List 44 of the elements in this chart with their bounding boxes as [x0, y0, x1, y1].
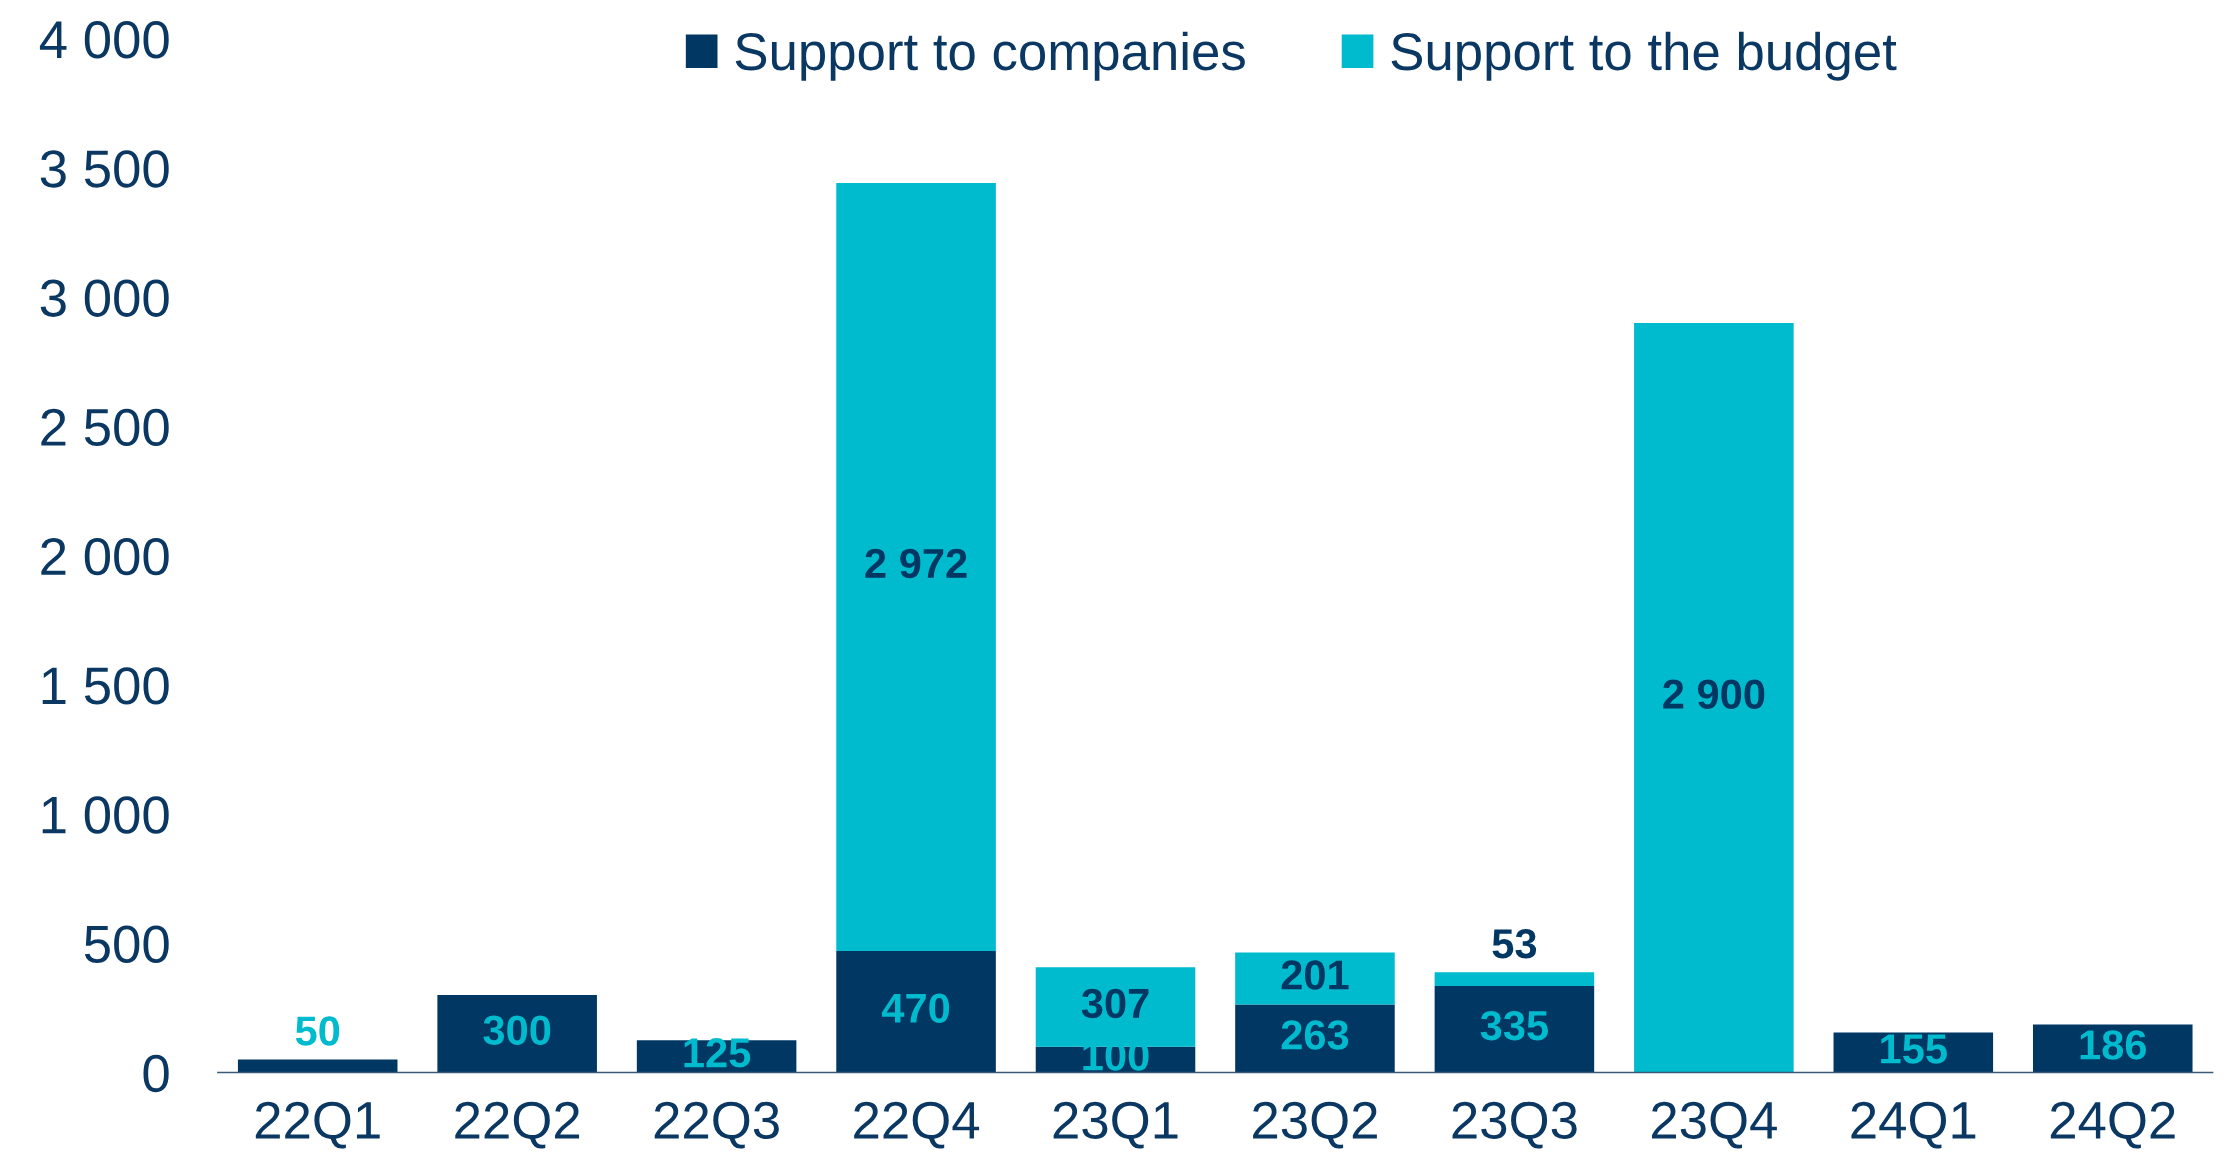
data-label: 201 [1281, 960, 1349, 990]
x-tick-label: 24Q2 [2050, 1101, 2175, 1149]
data-label: 155 [1881, 1034, 1947, 1064]
y-tick-label: 1 500 [42, 667, 169, 705]
y-tick-label: 3 500 [40, 150, 169, 188]
data-label: 470 [881, 993, 950, 1023]
data-label: 186 [2080, 1030, 2147, 1060]
data-label: 335 [1480, 1010, 1549, 1041]
legend-label: Support to the budget [1391, 31, 1897, 81]
bar [437, 994, 597, 1073]
bar [836, 183, 996, 952]
y-tick-label: 1 000 [42, 796, 169, 834]
data-label: 53 [1492, 928, 1537, 959]
y-tick-label: 500 [84, 925, 169, 963]
bar [237, 1059, 398, 1073]
data-label: 307 [1081, 988, 1149, 1019]
data-label: 263 [1281, 1020, 1349, 1050]
bar [1434, 972, 1595, 986]
bar [836, 951, 996, 1073]
bar [1634, 323, 1794, 1073]
x-tick-label: 22Q1 [255, 1101, 380, 1149]
x-tick-label: 22Q2 [455, 1101, 580, 1149]
x-tick-label: 22Q4 [854, 1101, 980, 1149]
bar [1235, 952, 1395, 1005]
bar [1434, 985, 1595, 1073]
x-tick-label: 23Q4 [1651, 1101, 1777, 1149]
data-label: 2 972 [865, 548, 967, 579]
data-label: 50 [295, 1016, 340, 1046]
x-tick-label: 23Q1 [1053, 1101, 1178, 1149]
x-tick-label: 23Q3 [1452, 1101, 1577, 1149]
data-label: 125 [684, 1038, 751, 1068]
y-tick-label: 2 000 [41, 537, 169, 576]
x-tick-label: 23Q2 [1253, 1101, 1377, 1149]
x-tick-label: 22Q3 [654, 1101, 779, 1149]
y-tick-label: 4 000 [39, 21, 169, 59]
y-tick-label: 2 500 [41, 408, 169, 447]
x-tick-label: 24Q1 [1851, 1101, 1976, 1149]
bar [1035, 967, 1196, 1047]
y-tick-label: 3 000 [40, 279, 169, 317]
y-tick-label: 0 [143, 1054, 169, 1093]
data-label: 2 900 [1663, 679, 1765, 709]
legend-label: Support to companies [735, 31, 1245, 81]
bar [1235, 1004, 1395, 1073]
data-label: 300 [483, 1015, 551, 1045]
